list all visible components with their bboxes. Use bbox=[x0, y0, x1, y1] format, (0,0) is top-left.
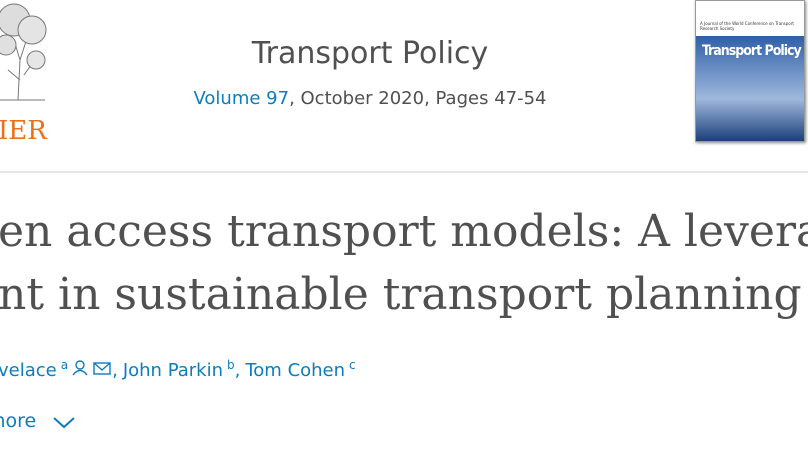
divider bbox=[0, 171, 808, 173]
issue-info: , October 2020, Pages 47-54 bbox=[289, 88, 547, 109]
publisher-tree-logo bbox=[0, 3, 47, 101]
author-name[interactable]: Tom Cohen bbox=[245, 360, 346, 381]
author-name[interactable]: velace bbox=[0, 360, 57, 381]
author-list: velace a, John Parkin b, Tom Cohen c bbox=[0, 358, 356, 381]
issue-line: Volume 97, October 2020, Pages 47-54 bbox=[0, 88, 740, 109]
article-title: en access transport models: A leverage n… bbox=[0, 200, 808, 326]
chevron-icon bbox=[53, 416, 75, 428]
journal-cover[interactable]: A Journal of the World Conference on Tra… bbox=[695, 0, 805, 142]
cover-banner: A Journal of the World Conference on Tra… bbox=[700, 21, 794, 31]
author-affiliation[interactable]: b bbox=[227, 358, 235, 372]
author-affiliation[interactable]: c bbox=[349, 358, 356, 372]
cover-title: Transport Policy bbox=[702, 43, 802, 59]
author-separator: , bbox=[112, 360, 118, 381]
author-separator: , bbox=[234, 360, 241, 381]
show-more[interactable]: more bbox=[0, 410, 76, 432]
title-line: nt in sustainable transport planning bbox=[0, 269, 802, 320]
publisher-logo: IER bbox=[0, 116, 47, 146]
journal-title: Transport Policy bbox=[251, 36, 489, 71]
volume-link[interactable]: Volume 97 bbox=[193, 88, 290, 109]
title-line: en access transport models: A leverage bbox=[0, 206, 808, 257]
author-name[interactable]: John Parkin bbox=[122, 360, 223, 381]
author-icons[interactable] bbox=[72, 360, 112, 381]
author-affiliation[interactable]: a bbox=[60, 358, 69, 372]
person-mail-icons bbox=[72, 360, 111, 376]
show-more-label: more bbox=[0, 410, 37, 432]
